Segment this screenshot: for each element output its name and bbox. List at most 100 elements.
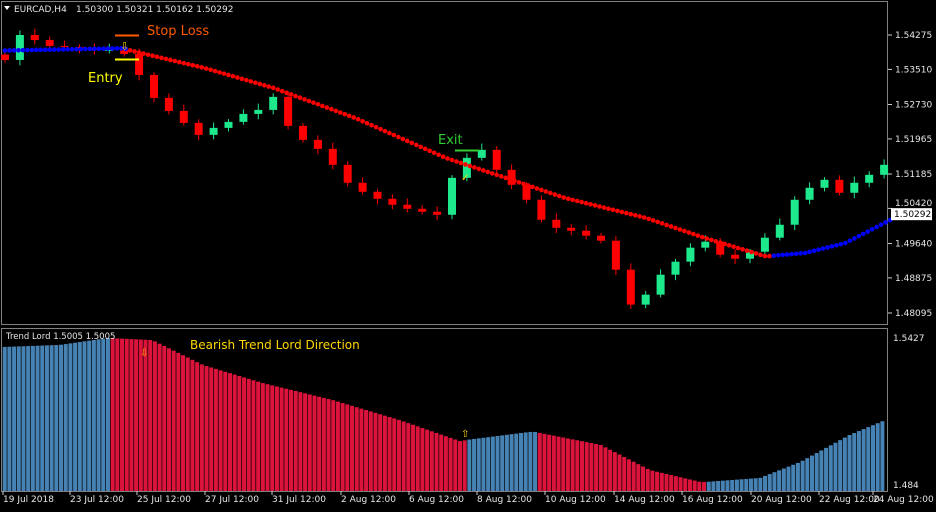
trend-dot	[717, 240, 723, 245]
histogram-bar	[866, 427, 871, 491]
candle	[775, 218, 784, 241]
histogram-bar	[54, 345, 59, 491]
trend-dot	[324, 105, 330, 110]
trend-dot	[610, 207, 616, 213]
trend-dot	[838, 241, 844, 247]
histogram-bar	[809, 455, 814, 491]
trend-dot	[60, 47, 66, 52]
trend-dot	[516, 180, 522, 185]
histogram-bar	[321, 397, 326, 491]
trend-dot	[619, 209, 625, 215]
trend-dot	[74, 46, 79, 52]
trend-dot	[203, 66, 209, 71]
candle	[850, 176, 859, 199]
trend-dot	[530, 184, 535, 190]
trend-dot	[793, 251, 799, 257]
trend-dot	[29, 47, 35, 53]
trend-dot	[852, 236, 857, 241]
histogram-bar	[800, 460, 805, 491]
candle	[179, 104, 188, 126]
histogram-bar	[744, 478, 749, 491]
trend-dot	[588, 201, 593, 207]
histogram-bar	[716, 481, 721, 491]
trend-dot	[503, 175, 508, 181]
current-price-label: 1.50292	[894, 210, 931, 220]
trend-dot	[789, 251, 795, 257]
trend-dot	[105, 46, 111, 51]
histogram-bar	[12, 346, 17, 491]
histogram-bar	[176, 352, 181, 491]
histogram-bar	[434, 432, 439, 491]
trend-dot	[655, 219, 660, 225]
histogram-bar	[443, 436, 448, 491]
candle	[671, 258, 680, 281]
candle	[164, 93, 173, 115]
symbol-menu-icon[interactable]	[4, 6, 10, 10]
chart-symbol: EURCAD,H4	[14, 5, 67, 15]
trend-dot	[686, 230, 692, 235]
histogram-bar	[237, 375, 242, 491]
trend-dot	[606, 206, 611, 211]
histogram-bar	[786, 466, 791, 491]
indicator-tick-label: 1.5427	[893, 334, 925, 344]
histogram-bar	[847, 435, 852, 491]
trend-dot	[56, 47, 61, 52]
histogram-bar	[157, 343, 162, 491]
trend-dot	[507, 177, 513, 182]
trend-dot	[624, 210, 629, 216]
trend-dot	[485, 169, 491, 175]
histogram-bar	[373, 412, 378, 491]
histogram-bar	[181, 355, 186, 491]
histogram-bar	[697, 481, 702, 491]
histogram-bar	[495, 435, 500, 491]
histogram-bar	[345, 404, 350, 491]
trend-dot	[744, 248, 750, 253]
trend-dot	[883, 220, 888, 225]
histogram-bar	[425, 429, 430, 491]
trend-dot	[141, 51, 146, 56]
trend-dot	[454, 159, 459, 164]
trend-dot	[382, 128, 388, 134]
histogram-bar	[702, 481, 707, 491]
trend-dot	[463, 162, 468, 167]
trend-dot	[807, 249, 812, 255]
trend-dot	[762, 253, 768, 259]
trend-dot	[168, 57, 173, 63]
trend-dot	[583, 200, 589, 206]
trend-dot	[704, 236, 710, 241]
histogram-bar	[711, 481, 716, 491]
trend-dot	[436, 152, 441, 158]
candle	[582, 225, 591, 240]
trend-dot	[615, 208, 620, 214]
price-tick-label: 1.50420	[895, 199, 932, 209]
trend-dot	[101, 46, 106, 51]
trend-dot	[650, 218, 656, 223]
trend-dot	[244, 77, 249, 83]
trend-dot	[38, 47, 44, 53]
histogram-bar	[26, 346, 31, 491]
histogram-bar	[260, 383, 265, 491]
candle	[254, 103, 263, 120]
histogram-bar	[617, 454, 622, 491]
histogram-bar	[307, 394, 312, 491]
bearish-direction-label: Bearish Trend Lord Direction	[190, 338, 360, 352]
candle	[418, 205, 427, 215]
trend-dot	[556, 193, 562, 199]
trend-dot	[132, 49, 137, 54]
candle	[343, 161, 352, 187]
histogram-bar	[7, 346, 12, 491]
trend-dot	[467, 163, 473, 169]
current-price-badge	[891, 208, 932, 221]
trend-dot	[364, 120, 370, 126]
price-tick-label: 1.48095	[895, 309, 932, 319]
trend-dot	[154, 54, 160, 60]
histogram-bar	[368, 411, 373, 491]
time-tick-label: 25 Jul 12:00	[137, 495, 191, 505]
trend-dot	[2, 48, 8, 53]
trend-dot	[346, 113, 352, 119]
price-tick-label: 1.51185	[895, 170, 932, 180]
histogram-bar	[537, 432, 542, 491]
trend-dot	[829, 244, 835, 249]
trend-dot	[92, 46, 97, 52]
